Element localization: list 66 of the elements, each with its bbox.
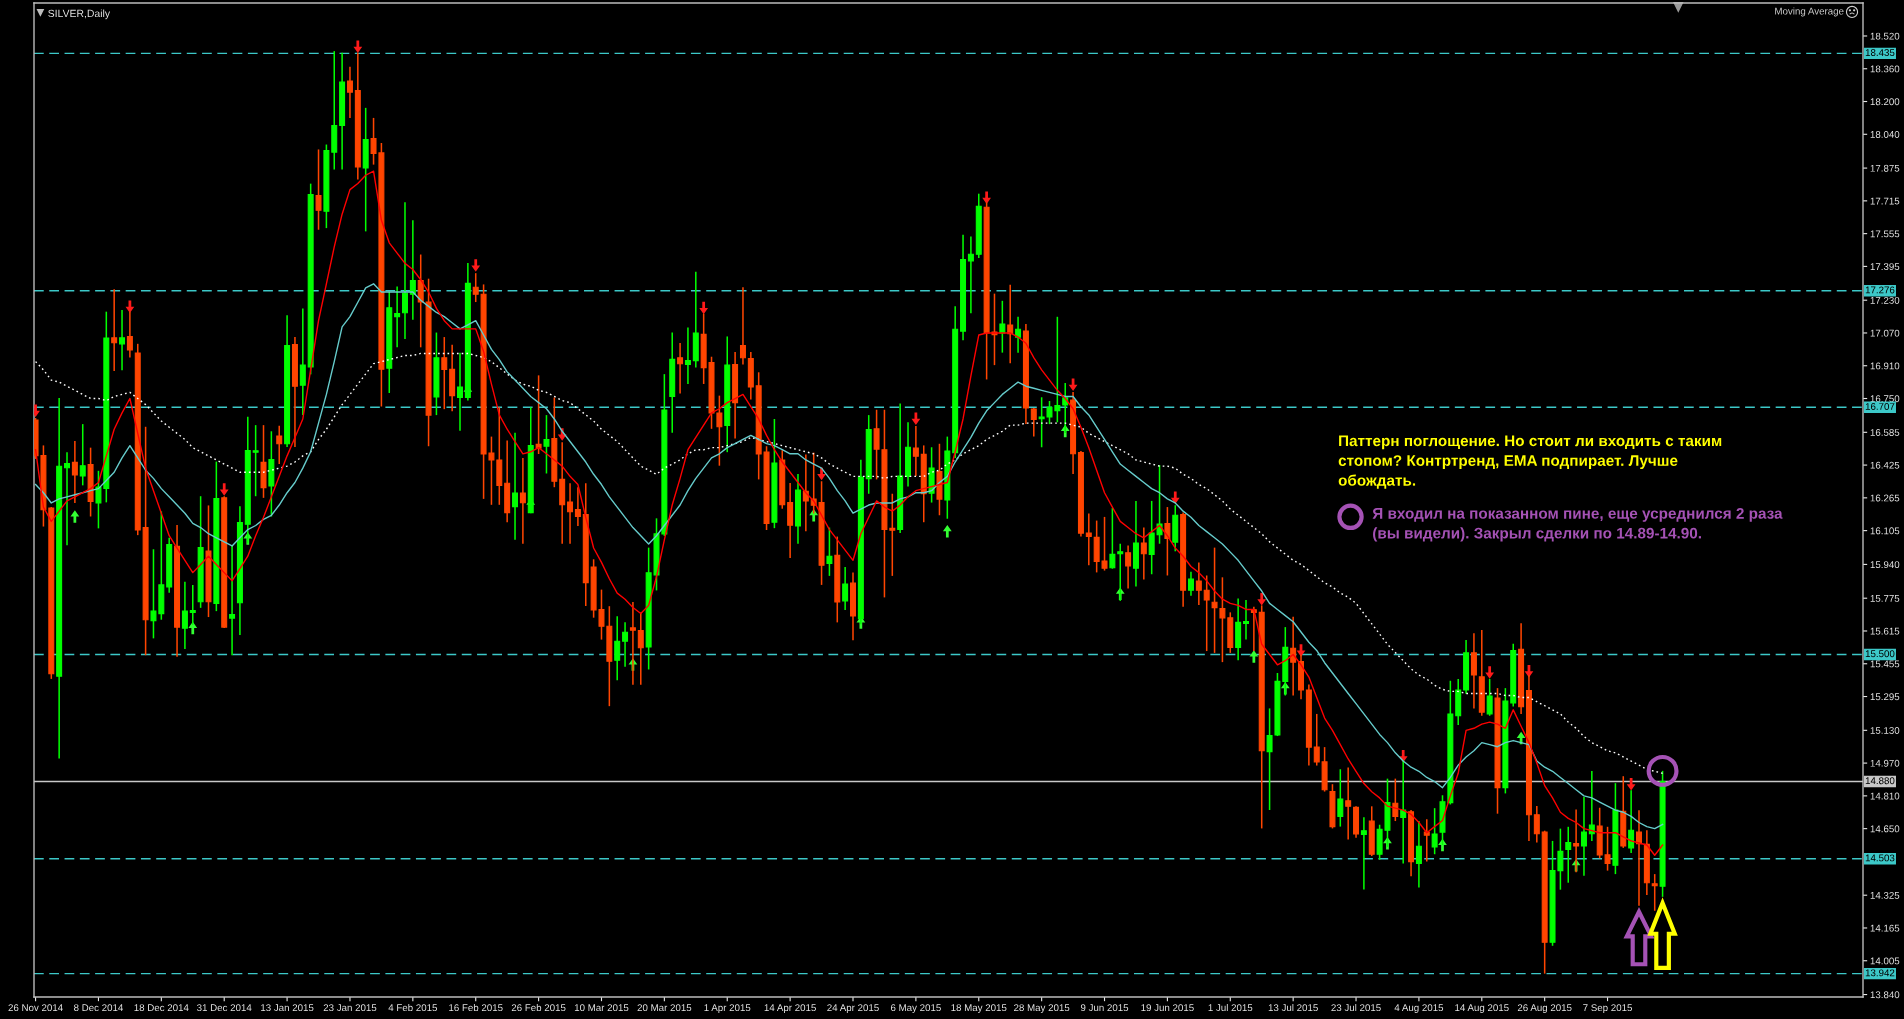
x-tick-label: 1 Jul 2015 [1208,1003,1253,1012]
x-tick-label: 31 Dec 2014 [197,1004,252,1012]
ref-line-label: 16.707 [1865,403,1895,410]
y-tick-label: 16.425 [1870,461,1900,469]
ref-line-label: 13.942 [1865,969,1895,977]
x-tick-label: 26 Feb 2015 [511,1003,566,1012]
annotation: Паттерн поглощение. Но стоит ли входить с таким стопом? Контртренд, EMA подпирает. Лучше обождать. [1338,435,1722,489]
y-tick-label: 14.005 [1870,957,1900,965]
y-tick-label: 14.165 [1870,924,1900,932]
x-tick-label: 7 Sep 2015 [1583,1004,1633,1014]
y-tick-label: 16.750 [1870,395,1900,403]
x-tick-label: 18 May 2015 [951,1004,1007,1014]
ref-line-label: 17.276 [1865,286,1895,294]
x-tick-label: 26 Nov 2014 [8,1004,63,1012]
y-tick-label: 18.520 [1870,32,1900,40]
x-tick-label: 19 Jun 2015 [1141,1004,1194,1012]
y-tick-label: 17.230 [1870,296,1900,304]
y-tick-label: 18.040 [1870,131,1900,138]
y-tick-label: 16.585 [1870,429,1900,436]
x-tick-label: 4 Feb 2015 [388,1003,438,1012]
y-tick-label: 13.840 [1870,991,1900,999]
y-tick-label: 15.130 [1870,727,1900,734]
x-tick-label: 8 Dec 2014 [74,1004,124,1012]
x-tick-label: 1 Apr 2015 [704,1004,751,1014]
y-tick-label: 15.615 [1870,627,1900,635]
text: SILVER,Daily [48,9,111,20]
y-tick-label: 17.395 [1870,263,1900,271]
y-tick-label: 16.265 [1870,494,1900,502]
y-tick-label: 16.910 [1870,362,1900,370]
y-tick-label: 17.875 [1870,164,1900,172]
x-tick-label: 28 May 2015 [1014,1004,1070,1014]
y-tick-label: 15.295 [1870,693,1900,701]
x-tick-label: 4 Aug 2015 [1394,1004,1444,1014]
ref-line-label: 15.500 [1865,650,1895,658]
x-tick-label: 18 Dec 2014 [134,1004,189,1012]
x-tick-label: 14 Aug 2015 [1455,1004,1509,1014]
y-tick-label: 17.070 [1870,329,1900,337]
y-tick-label: 14.970 [1870,759,1900,767]
y-tick-label: 17.715 [1870,197,1900,205]
x-tick-label: 23 Jan 2015 [323,1004,377,1012]
x-tick-label: 23 Jul 2015 [1331,1003,1381,1012]
ref-line-label: 14.503 [1865,854,1895,862]
x-tick-label: 9 Jun 2015 [1080,1004,1129,1012]
y-tick-label: 18.200 [1870,98,1900,106]
y-tick-label: 15.940 [1870,561,1900,569]
x-tick-label: 24 Apr 2015 [827,1004,879,1014]
x-tick-label: 26 Aug 2015 [1517,1004,1572,1014]
y-tick-label: 16.105 [1870,527,1900,535]
x-tick-label: 16 Feb 2015 [449,1003,503,1012]
x-tick-label: 13 Jan 2015 [261,1004,314,1012]
y-tick-label: 15.455 [1870,660,1900,668]
x-tick-label: 20 Mar 2015 [637,1004,692,1012]
x-tick-label: 6 May 2015 [890,1004,941,1014]
x-tick-label: 13 Jul 2015 [1268,1003,1318,1012]
x-tick-label: 10 Mar 2015 [574,1004,629,1012]
y-tick-label: 17.555 [1870,230,1900,238]
y-tick-label: 14.325 [1870,891,1900,899]
ref-line-label: 14.880 [1865,777,1895,785]
x-tick-label: 14 Apr 2015 [764,1004,816,1014]
y-tick-label: 18.360 [1870,65,1900,73]
text: Moving Average [1775,7,1844,17]
annotation: Я входил на показанном пине, еще усреднился 2 раза (вы видели). Закрыл сделки по 14.89-14.90. [1372,507,1783,542]
ref-line-label: 18.435 [1865,49,1895,56]
y-tick-label: 14.810 [1870,792,1900,800]
y-tick-label: 15.775 [1870,595,1900,602]
y-tick-label: 14.650 [1870,825,1900,833]
